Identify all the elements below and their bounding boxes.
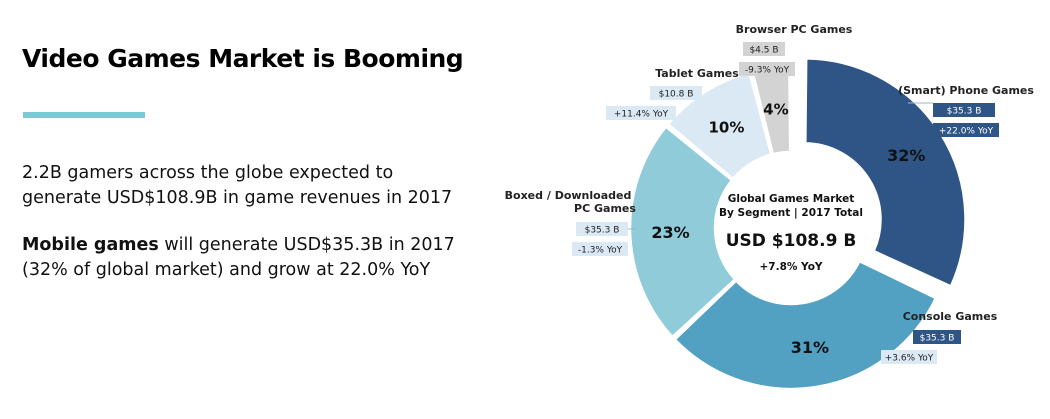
slice-smart-phone-games	[804, 57, 967, 289]
category-name-phone: (Smart) Phone Games	[898, 84, 1034, 97]
center-growth-value: +7.8% YoY	[759, 261, 822, 273]
tablet-revenue-tag: $10.8 B	[659, 90, 694, 100]
console-revenue-tag: $35.3 B	[920, 334, 955, 344]
phone-yoy-tag: +22.0% YoY	[939, 127, 994, 137]
market-donut-chart: 32% 31% 23% 10% 4% (Smart) Phone Games $35.3 …	[505, 23, 1034, 391]
segment-annotations: (Smart) Phone Games $35.3 B +22.0% YoY Cons…	[505, 23, 1034, 364]
paragraph-mobile: Mobile games will generate USD$35.3B in …	[22, 233, 455, 283]
percent-label-boxed-downloaded-pc-games: 23%	[651, 223, 689, 242]
percent-label-browser-pc-games: 4%	[763, 100, 788, 118]
console-revenue-tag-bg	[913, 330, 961, 344]
paragraph-gamers-line-2: generate USD$108.9B in game revenues in …	[22, 188, 453, 208]
category-name-browser: Browser PC Games	[736, 23, 853, 36]
slide-title: Video Games Market is Booming	[22, 44, 464, 73]
browser-yoy-tag-bg	[739, 62, 795, 76]
category-name-pc-2: PC Games	[574, 202, 636, 215]
center-title-line-2: By Segment | 2017 Total	[719, 207, 863, 219]
category-name-console: Console Games	[903, 310, 998, 323]
donut-slices	[628, 57, 967, 391]
category-name-tablet: Tablet Games	[655, 67, 739, 80]
tablet-yoy-tag-bg	[606, 106, 676, 120]
center-total-value: USD $108.9 B	[726, 231, 857, 251]
paragraph-mobile-line-2: (32% of global market) and grow at 22.0%…	[22, 260, 431, 280]
percent-label-tablet-games: 10%	[708, 118, 744, 136]
mobile-games-rest: will generate USD$35.3B in 2017	[158, 235, 455, 255]
browser-yoy-tag: -9.3% YoY	[745, 66, 790, 76]
pc-yoy-tag: -1.3% YoY	[578, 246, 623, 256]
slice-console-games	[673, 259, 938, 391]
slice-boxed-downloaded-pc-games	[628, 124, 737, 339]
annotation-browser: Browser PC Games $4.5 B -9.3% YoY	[736, 23, 853, 76]
phone-revenue-tag: $35.3 B	[947, 107, 982, 117]
pc-yoy-tag-bg	[572, 242, 628, 256]
pc-revenue-tag-bg	[576, 222, 628, 236]
percent-label-smart-phone-games: 32%	[887, 146, 925, 165]
center-title-line-1: Global Games Market	[728, 193, 855, 205]
title-accent-bar	[23, 112, 145, 118]
annotation-phone: (Smart) Phone Games $35.3 B +22.0% YoY	[898, 84, 1034, 137]
donut-percent-labels: 32% 31% 23% 10% 4%	[651, 100, 925, 357]
browser-revenue-tag: $4.5 B	[749, 46, 778, 56]
category-name-pc-1: Boxed / Downloaded	[505, 189, 632, 202]
phone-yoy-tag-bg	[933, 123, 999, 137]
annotation-tablet: Tablet Games $10.8 B +11.4% YoY	[606, 67, 739, 120]
tablet-revenue-tag-bg	[650, 86, 702, 100]
console-yoy-tag: +3.6% YoY	[885, 354, 934, 364]
paragraph-gamers: 2.2B gamers across the globe expected to…	[22, 161, 452, 211]
percent-label-console-games: 31%	[791, 338, 829, 357]
paragraph-mobile-line-1: Mobile games will generate USD$35.3B in …	[22, 233, 455, 258]
pc-revenue-tag: $35.3 B	[585, 226, 620, 236]
annotation-console: Console Games $35.3 B +3.6% YoY	[881, 310, 998, 364]
browser-revenue-tag-bg	[743, 42, 785, 56]
mobile-games-emphasis: Mobile games	[22, 235, 159, 255]
tablet-yoy-tag: +11.4% YoY	[614, 110, 669, 120]
donut-center: Global Games Market By Segment | 2017 To…	[719, 193, 863, 273]
console-yoy-tag-bg	[881, 350, 937, 364]
phone-revenue-tag-bg	[933, 103, 995, 117]
paragraph-gamers-line-1: 2.2B gamers across the globe expected to	[22, 163, 394, 183]
